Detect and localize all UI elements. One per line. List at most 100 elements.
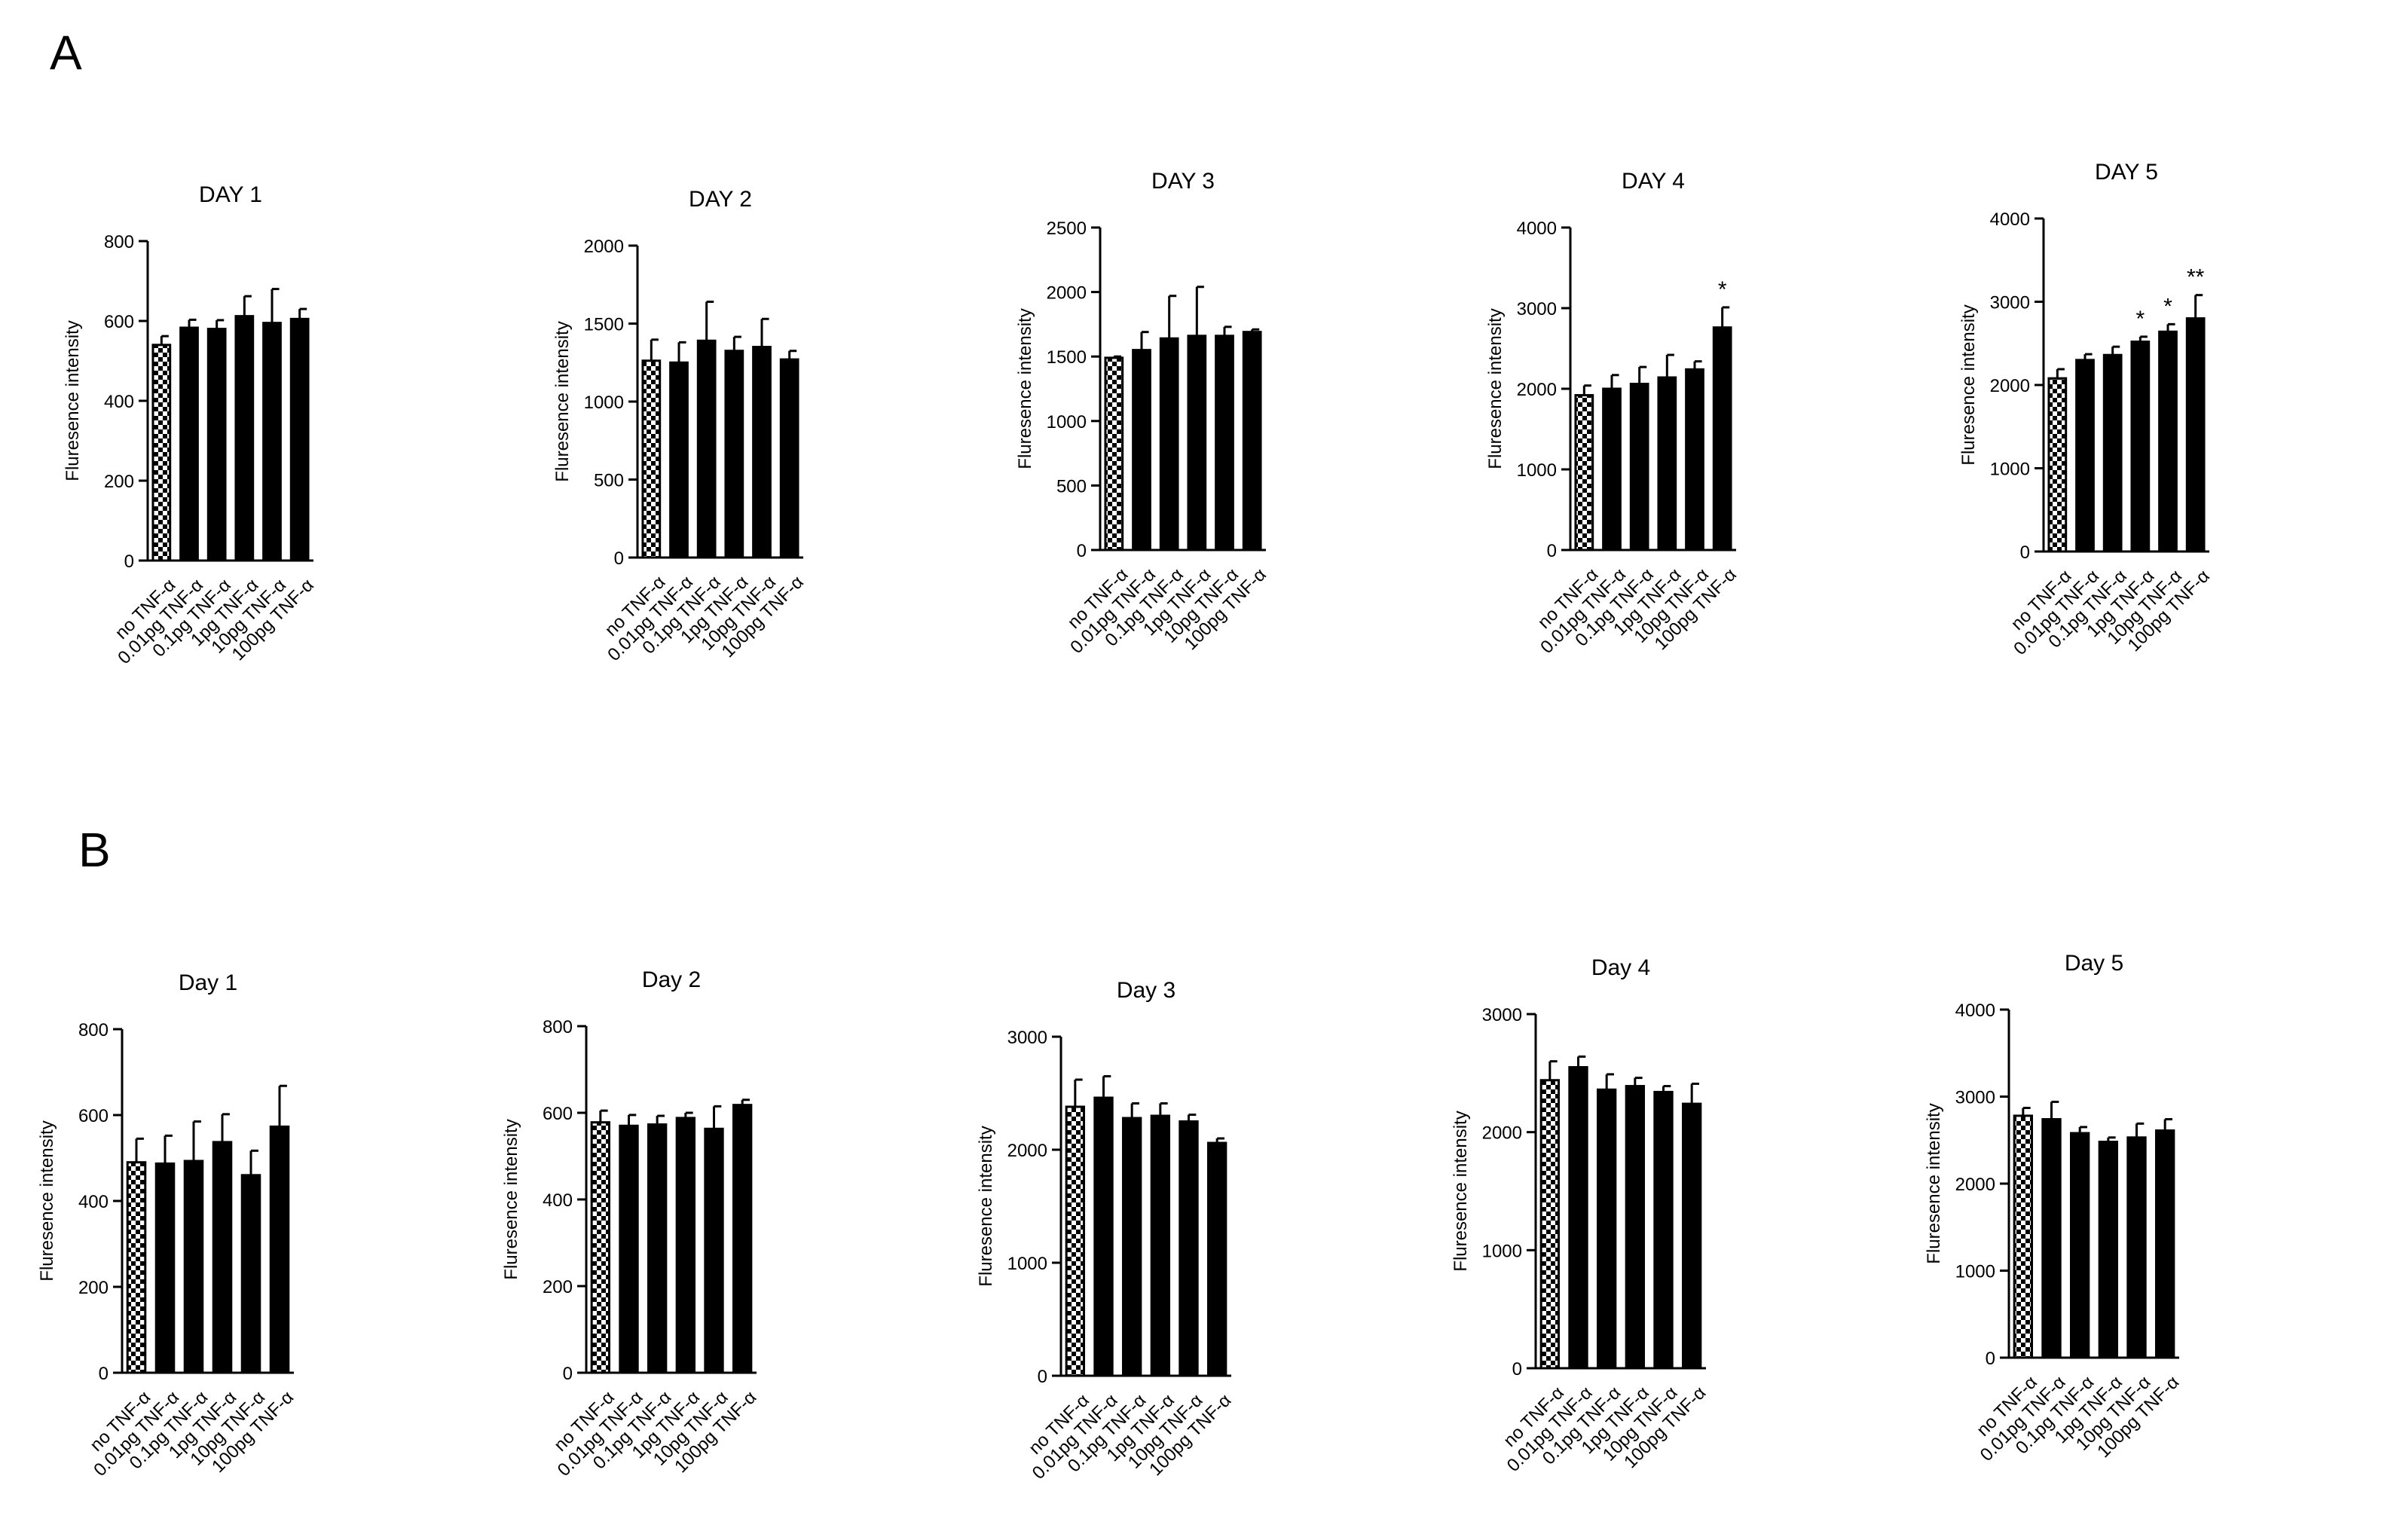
y-tick-label: 1000 (1007, 1254, 1047, 1274)
y-tick-label: 1000 (1990, 460, 2030, 480)
y-tick-label: 3000 (1482, 1005, 1522, 1025)
bar (1629, 383, 1649, 552)
bar (234, 315, 255, 562)
chart-title: Day 4 (1591, 955, 1650, 980)
bar (1568, 1066, 1588, 1370)
bar (126, 1161, 147, 1374)
y-axis-label: Fluresence intensity (501, 1119, 521, 1279)
y-tick-label: 0 (1512, 1359, 1522, 1380)
bar (262, 322, 282, 562)
bar (590, 1121, 611, 1374)
bar (1150, 1114, 1171, 1377)
bar (1625, 1085, 1646, 1370)
bar (1093, 1096, 1114, 1377)
y-axis-label: Fluresence intensity (552, 321, 573, 481)
bar (2013, 1114, 2034, 1359)
y-tick-label: 400 (543, 1190, 573, 1211)
y-tick-label: 200 (104, 472, 134, 492)
y-tick-label: 500 (1056, 476, 1087, 497)
y-tick-label: 2000 (1517, 380, 1557, 400)
bar (206, 328, 227, 562)
bar (1596, 1088, 1617, 1370)
bar (1712, 326, 1732, 552)
bar (732, 1104, 753, 1374)
y-tick-label: 1500 (584, 315, 624, 335)
bar (1653, 1090, 1674, 1370)
y-tick-label: 2000 (1990, 376, 2030, 396)
y-tick-label: 200 (543, 1277, 573, 1297)
y-tick-label: 2000 (1955, 1175, 1995, 1195)
significance-mark: * (2135, 307, 2145, 332)
y-tick-label: 1000 (584, 393, 624, 413)
bar (2158, 330, 2178, 553)
y-tick-label: 800 (543, 1017, 573, 1037)
chart-title: Day 3 (1117, 978, 1175, 1003)
y-tick-label: 200 (78, 1278, 109, 1298)
bar (2041, 1118, 2062, 1359)
bar (2098, 1141, 2119, 1359)
y-tick-label: 600 (543, 1104, 573, 1124)
y-tick-label: 3000 (1990, 293, 2030, 313)
y-tick-label: 2500 (1047, 218, 1087, 239)
bar (641, 359, 662, 559)
bar (619, 1124, 639, 1374)
bar (1602, 387, 1622, 552)
y-tick-label: 0 (2020, 542, 2030, 563)
bar (1121, 1117, 1142, 1377)
bar (1065, 1105, 1086, 1377)
y-tick-label: 3000 (1955, 1088, 1995, 1108)
chart-title: Day 1 (179, 970, 237, 995)
bar (1539, 1079, 1561, 1370)
y-tick-label: 0 (1986, 1349, 1995, 1369)
bar (2069, 1132, 2090, 1359)
bar (240, 1174, 261, 1374)
y-tick-label: 0 (1547, 541, 1557, 561)
chart-a-day-5: DAY 5 0 1000 2000 3000 4000 Fluresence intensi… (1958, 160, 2214, 659)
y-tick-label: 600 (104, 312, 134, 332)
significance-mark: * (1718, 277, 1727, 302)
y-tick-label: 500 (594, 471, 624, 491)
y-tick-label: 3000 (1517, 299, 1557, 319)
y-tick-label: 1000 (1517, 460, 1557, 481)
bar (1132, 349, 1151, 552)
bar (1104, 356, 1124, 552)
y-axis-label: Fluresence intensity (37, 1120, 57, 1281)
bar (675, 1117, 696, 1374)
bar (704, 1127, 724, 1374)
y-tick-label: 0 (99, 1364, 109, 1384)
y-axis-label: Fluresence intensity (1958, 304, 1979, 465)
bar (2130, 341, 2151, 553)
bar (2154, 1129, 2175, 1359)
chart-a-day-2: DAY 2 0 500 1000 1500 2000 Fluresence intensit… (552, 187, 808, 665)
bar (2075, 359, 2095, 553)
bar (1179, 1120, 1199, 1377)
y-tick-label: 0 (563, 1364, 573, 1384)
y-tick-label: 800 (104, 232, 134, 252)
bar (289, 317, 310, 562)
bar (179, 326, 199, 562)
y-tick-label: 0 (614, 548, 624, 569)
bar (1574, 394, 1594, 552)
bar (1685, 368, 1704, 552)
y-tick-label: 800 (78, 1020, 109, 1040)
y-tick-label: 0 (1038, 1367, 1047, 1387)
chart-a-day-4: DAY 4 0 1000 2000 3000 4000 Fluresence intensi… (1485, 169, 1741, 658)
y-tick-label: 400 (78, 1192, 109, 1212)
y-axis-label: Fluresence intensity (1451, 1111, 1471, 1271)
bar (1206, 1141, 1227, 1377)
chart-title: DAY 5 (2095, 160, 2158, 185)
chart-a-day-3: DAY 3 0 500 1000 1500 2000 2500 Fluresence inte… (1015, 169, 1270, 658)
panel-letter-a: A (50, 26, 82, 80)
bar (1187, 335, 1207, 552)
y-tick-label: 4000 (1517, 218, 1557, 239)
bar (154, 1162, 176, 1374)
bar (2126, 1136, 2147, 1359)
chart-title: DAY 4 (1622, 169, 1685, 194)
y-axis-label: Fluresence intensity (1924, 1103, 1944, 1263)
bar (779, 358, 799, 559)
bar (269, 1125, 290, 1374)
y-tick-label: 1000 (1482, 1241, 1522, 1261)
